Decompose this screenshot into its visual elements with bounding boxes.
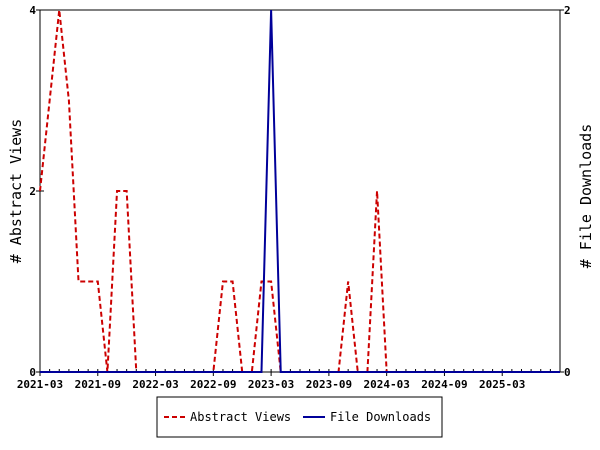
legend-label-file-downloads: File Downloads — [330, 410, 431, 424]
x-tick-label: 2025-03 — [479, 378, 525, 391]
x-tick-label: 2024-09 — [421, 378, 467, 391]
x-tick-label: 2021-03 — [17, 378, 63, 391]
x-tick-label: 2021-09 — [75, 378, 121, 391]
x-tick-label: 2022-09 — [190, 378, 236, 391]
series-layer — [39, 9, 560, 373]
x-tick-label: 2023-09 — [306, 378, 352, 391]
legend: Abstract Views File Downloads — [156, 396, 443, 438]
series-line-file-downloads — [40, 9, 560, 373]
x-tick-label: 2022-03 — [132, 378, 178, 391]
y-right-tick-label: 2 — [564, 4, 571, 17]
legend-label-abstract-views: Abstract Views — [190, 410, 291, 424]
legend-box — [156, 396, 443, 438]
y-left-tick-label: 2 — [29, 185, 36, 198]
y-left-tick-label: 0 — [29, 366, 36, 379]
y-axis-right-title: # File Downloads — [577, 124, 595, 269]
y-left-tick-label: 4 — [29, 4, 36, 17]
x-tick-label: 2024-03 — [363, 378, 409, 391]
x-axis-ticks: 2021-03 2021-09 2022-03 2022-09 2023-03 2023-… — [17, 372, 525, 391]
x-tick-label: 2023-03 — [248, 378, 294, 391]
y-axis-left-title: # Abstract Views — [7, 119, 25, 264]
y-right-tick-label: 0 — [564, 366, 571, 379]
